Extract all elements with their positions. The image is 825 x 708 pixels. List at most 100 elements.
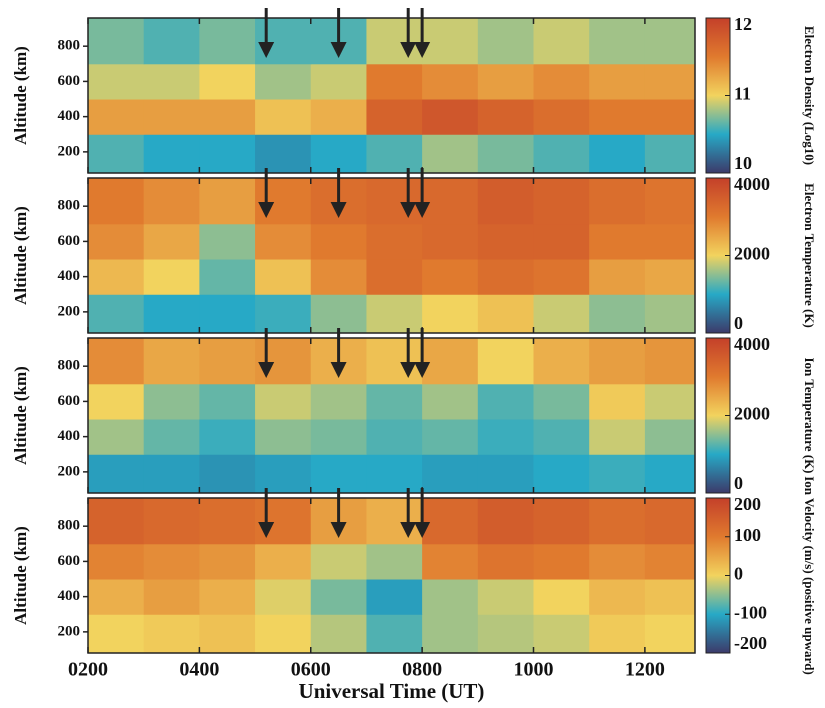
heatmap-cell [422,223,479,260]
y-tick-label: 600 [58,553,81,569]
heatmap-cell [644,63,696,100]
heatmap-cell [366,223,423,260]
colorbar-tick-label: 12 [734,14,752,34]
heatmap-cell [88,419,145,455]
heatmap-cell [644,454,696,494]
event-arrow [330,488,347,538]
heatmap-cell [255,338,312,385]
heatmap-cell [477,259,535,295]
event-arrow [414,168,431,218]
heatmap-cell [422,294,479,334]
y-axis-label: Altitude (km) [11,46,30,145]
heatmap-cell [422,543,479,580]
event-arrow [258,328,275,378]
heatmap-cell [255,223,312,260]
heatmap-cell [143,338,200,385]
heatmap-cell [310,99,367,135]
y-tick-label: 200 [58,143,81,159]
heatmap-cell [589,63,646,100]
event-arrow [414,8,431,58]
heatmap-cell [199,614,256,654]
plot-frame [87,177,696,334]
heatmap-cell [589,454,646,494]
heatmap-cell [644,99,696,135]
event-arrow [330,328,347,378]
heatmap-cell [366,178,423,225]
heatmap-cell [533,614,590,654]
heatmap-cell [366,338,423,385]
heatmap-cell [422,614,479,654]
event-arrow [400,168,417,218]
heatmap-cell [477,99,535,135]
heatmap-cell [589,294,646,334]
heatmap-cell [477,178,535,225]
heatmap-cell [88,178,145,225]
heatmap-cell [644,338,696,385]
heatmap-cell [255,543,312,580]
heatmap-cell [255,579,312,615]
heatmap-cell [533,178,590,225]
heatmap-cell [477,134,535,174]
y-tick-label: 400 [58,108,81,124]
heatmap-cell [88,383,145,420]
heatmap-cell [88,338,145,385]
heatmap-cell [199,498,256,545]
heatmap-cell [88,18,145,65]
y-tick-label: 200 [58,303,81,319]
heatmap-cell [477,498,535,545]
heatmap-cell [143,134,200,174]
y-tick-label: 200 [58,463,81,479]
colorbar-tick-label: 0 [734,564,743,584]
heatmap-cell [255,99,312,135]
heatmap-cell [366,99,423,135]
colorbar-label: Ion Temperature (K) [802,357,817,473]
colorbar-tick-label: 2000 [734,244,770,264]
y-tick-label: 600 [58,393,81,409]
heatmap-cell [143,63,200,100]
heatmap-cell [589,178,646,225]
heatmap-cell [477,579,535,615]
colorbar-label: Electron Temperature (K) [802,183,817,328]
heatmap-cell [255,18,312,65]
y-tick-label: 400 [58,588,81,604]
heatmap-cell [88,63,145,100]
heatmap-cell [255,498,312,545]
colorbar [705,337,731,494]
heatmap-cell [422,454,479,494]
heatmap-cell [366,259,423,295]
heatmap-cell [533,338,590,385]
colorbar-tick-label: 0 [734,473,743,493]
heatmap-cell [589,99,646,135]
heatmap-cell [366,454,423,494]
heatmap-cell [644,294,696,334]
heatmap-cell [589,498,646,545]
heatmap-cell [199,18,256,65]
heatmap-cell [143,18,200,65]
heatmap-cell [589,134,646,174]
x-axis-label: Universal Time (UT) [299,679,485,703]
heatmap-cell [422,259,479,295]
heatmap-cell [199,259,256,295]
heatmap-cell [644,134,696,174]
heatmap-cell [644,614,696,654]
heatmap-cell [310,134,367,174]
heatmap-cell [366,383,423,420]
heatmap-cell [422,383,479,420]
colorbar-tick-label: 200 [734,494,761,514]
heatmap-cell [366,419,423,455]
y-tick-label: 600 [58,73,81,89]
heatmap-cell [366,614,423,654]
heatmap-cell [143,543,200,580]
heatmap-cell [255,63,312,100]
heatmap-cell [644,178,696,225]
x-tick-label: 0800 [402,659,442,681]
x-tick-label: 1000 [514,659,554,681]
heatmap-cell [589,419,646,455]
y-tick-label: 800 [58,358,81,374]
plot-frame [87,17,696,174]
heatmap-cell [88,294,145,334]
heatmap-cell [589,18,646,65]
heatmap-cell [644,18,696,65]
heatmap-cell [422,99,479,135]
heatmap-cell [255,419,312,455]
